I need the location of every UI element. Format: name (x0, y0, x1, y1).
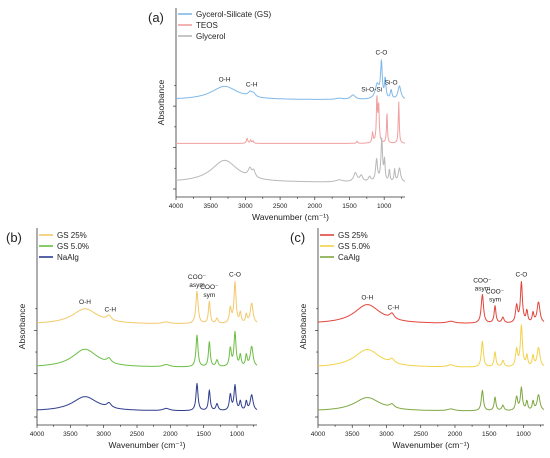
chart-panel-2: 4000 3500 3000 2500 2000 1500 1000 Wavenumber (… (290, 228, 545, 450)
x-tick-label: 1500 (342, 203, 357, 210)
x-tick-label: 3500 (345, 431, 360, 438)
legend-entry: Gycerol-Silicate (GS) (196, 10, 271, 19)
x-tick-label: 2500 (130, 431, 145, 438)
x-tick-label: 3000 (238, 203, 253, 210)
chart-panel-1: 4000 3500 3000 2500 2000 1500 1000 Wavenumber (… (6, 228, 258, 450)
spectrum-line-0 (175, 59, 406, 100)
spectrum-line-1 (317, 324, 545, 368)
peak-annotation-sub: asym (189, 282, 205, 289)
x-tick-label: 1500 (482, 431, 497, 438)
spectrum-line-1 (175, 95, 406, 144)
legend-entry: TEOS (196, 21, 218, 30)
legend-entry: Glycerol (196, 32, 226, 41)
x-tick-label: 2000 (308, 203, 323, 210)
x-axis-label: Wavenumber (cm⁻¹) (393, 440, 470, 450)
legend-entry: GS 25% (57, 231, 87, 240)
x-tick-label: 3000 (379, 431, 394, 438)
x-tick-label: 4000 (311, 431, 326, 438)
spectrum-line-2 (175, 137, 406, 183)
y-axis-label: Absorbance (17, 304, 27, 350)
peak-annotation: COO⁻ (473, 277, 492, 284)
x-tick-label: 2500 (413, 431, 428, 438)
panel-label: (b) (6, 230, 22, 245)
peak-annotation: C-H (246, 82, 258, 89)
spectrum-line-2 (36, 382, 258, 411)
peak-annotation: O-H (79, 299, 91, 306)
x-tick-label: 2000 (448, 431, 463, 438)
peak-annotation: C-H (105, 306, 117, 313)
legend-entry: NaAlg (57, 253, 79, 262)
x-tick-label: 3000 (96, 431, 111, 438)
peak-annotation: C-O (229, 271, 241, 278)
peak-annotation-sub: asym (475, 285, 491, 292)
spectrum-line-2 (317, 386, 545, 412)
spectrum-line-0 (36, 281, 258, 324)
spectrum-line-0 (317, 281, 545, 324)
spectrum-line-1 (36, 330, 258, 368)
legend-entry: GS 5.0% (57, 242, 89, 251)
peak-annotation: Si-O (385, 79, 398, 86)
peak-annotation-sub: sym (489, 297, 501, 304)
x-tick-label: 4000 (169, 203, 184, 210)
x-tick-label: 2500 (273, 203, 288, 210)
peak-annotation: C-H (388, 304, 400, 311)
x-tick-label: 1000 (516, 431, 531, 438)
legend-entry: GS 25% (338, 231, 368, 240)
x-tick-label: 1000 (377, 203, 392, 210)
x-tick-label: 1500 (196, 431, 211, 438)
chart-panel-0: 4000 3500 3000 2500 2000 1500 1000 Wavenumber (… (148, 8, 406, 222)
y-axis-label: Absorbance (156, 80, 166, 126)
x-axis-label: Wavenumber (cm⁻¹) (252, 212, 329, 222)
panel-label: (c) (290, 230, 305, 245)
peak-annotation: Si-O-Si (361, 87, 382, 94)
peak-annotation: C-O (375, 49, 387, 56)
x-tick-label: 1000 (230, 431, 245, 438)
peak-annotation: COO⁻ (188, 274, 207, 281)
x-axis-label: Wavenumber (cm⁻¹) (109, 440, 186, 450)
y-axis-label: Absorbance (298, 304, 308, 350)
peak-annotation: O-H (219, 76, 231, 83)
x-tick-label: 4000 (30, 431, 45, 438)
x-tick-label: 2000 (163, 431, 178, 438)
legend-entry: CaAlg (338, 253, 360, 262)
peak-annotation-sub: sym (203, 292, 215, 299)
peak-annotation: C-O (515, 271, 527, 278)
peak-annotation: COO⁻ (486, 289, 505, 296)
peak-annotation: COO⁻ (200, 284, 219, 291)
peak-annotation: O-H (361, 295, 373, 302)
x-tick-label: 3500 (63, 431, 78, 438)
panel-label: (a) (148, 10, 164, 25)
x-tick-label: 3500 (203, 203, 218, 210)
legend-entry: GS 5.0% (338, 242, 370, 251)
